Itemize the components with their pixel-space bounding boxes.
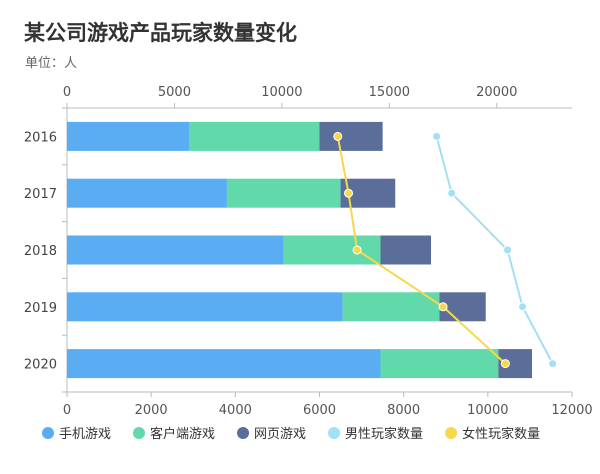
legend[interactable]: 手机游戏 客户端游戏 网页游戏 男性玩家数量 女性玩家数量 [42, 426, 540, 442]
legend-label: 客户端游戏 [150, 426, 215, 442]
category-label-2016: 2016 [24, 130, 57, 145]
bottom-axis-tick-label: 8000 [387, 403, 420, 418]
lines [333, 131, 558, 369]
category-label-2019: 2019 [24, 301, 57, 316]
legend-swatch [133, 427, 146, 439]
point-男性玩家数量-2018[interactable] [503, 245, 513, 255]
point-女性玩家数量-2018[interactable] [352, 245, 362, 255]
bottom-axis-tick-label: 2000 [135, 403, 168, 418]
point-女性玩家数量-2020[interactable] [500, 359, 510, 369]
legend-swatch [237, 427, 250, 439]
point-女性玩家数量-2016[interactable] [333, 131, 343, 141]
bar-客户端游戏-2019[interactable] [342, 292, 440, 322]
bottom-axis-tick-label: 4000 [219, 403, 252, 418]
point-女性玩家数量-2017[interactable] [344, 188, 354, 198]
legend-label: 网页游戏 [254, 427, 306, 442]
bar-手机游戏-2018[interactable] [67, 235, 284, 265]
top-axis-tick-label: 20000 [476, 85, 517, 100]
bottom-axis-tick-label: 10000 [467, 403, 508, 418]
chart-title: 某公司游戏产品玩家数量变化 [24, 21, 297, 45]
legend-swatch [328, 427, 341, 439]
line-男性玩家数量[interactable] [435, 136, 554, 365]
legend-item-手机游戏[interactable]: 手机游戏 [42, 427, 111, 442]
chart-subtitle: 单位：人 [25, 56, 77, 71]
top-axis-tick-label: 5000 [158, 85, 191, 100]
bar-客户端游戏-2018[interactable] [283, 235, 381, 265]
top-axis-tick-label: 15000 [369, 85, 410, 100]
point-女性玩家数量-2019[interactable] [438, 302, 448, 312]
legend-item-男性玩家数量[interactable]: 男性玩家数量 [328, 426, 423, 442]
bar-手机游戏-2016[interactable] [67, 121, 190, 151]
legend-item-女性玩家数量[interactable]: 女性玩家数量 [445, 426, 540, 442]
category-label-2018: 2018 [24, 244, 57, 259]
bar-手机游戏-2017[interactable] [67, 178, 227, 208]
bottom-axis-tick-label: 0 [63, 403, 71, 418]
legend-label: 手机游戏 [59, 427, 111, 442]
legend-item-客户端游戏[interactable]: 客户端游戏 [133, 426, 215, 442]
bottom-axis-tick-label: 12000 [551, 403, 592, 418]
axes: 0 2000 4000 6000 8000 10000 12000 0 5000 10000 150… [24, 85, 593, 418]
category-label-2017: 2017 [24, 187, 57, 202]
point-男性玩家数量-2019[interactable] [518, 302, 528, 312]
bar-网页游戏-2016[interactable] [319, 121, 383, 151]
legend-swatch [445, 427, 458, 439]
bottom-axis-tick-label: 6000 [303, 403, 336, 418]
bar-网页游戏-2018[interactable] [380, 235, 432, 265]
legend-label: 男性玩家数量 [345, 426, 423, 442]
bars [67, 121, 533, 379]
bar-手机游戏-2020[interactable] [67, 349, 381, 379]
point-男性玩家数量-2020[interactable] [548, 359, 558, 369]
legend-swatch [42, 427, 54, 439]
bar-客户端游戏-2016[interactable] [189, 121, 320, 151]
top-axis-tick-label: 10000 [261, 85, 302, 100]
point-男性玩家数量-2016[interactable] [432, 131, 442, 141]
legend-item-网页游戏[interactable]: 网页游戏 [237, 427, 306, 442]
category-label-2020: 2020 [24, 358, 57, 373]
bar-手机游戏-2019[interactable] [67, 292, 343, 322]
bar-客户端游戏-2017[interactable] [226, 178, 341, 208]
bar-客户端游戏-2020[interactable] [380, 349, 499, 379]
top-axis-tick-label: 0 [63, 85, 71, 100]
point-男性玩家数量-2017[interactable] [447, 188, 457, 198]
legend-label: 女性玩家数量 [462, 426, 540, 442]
